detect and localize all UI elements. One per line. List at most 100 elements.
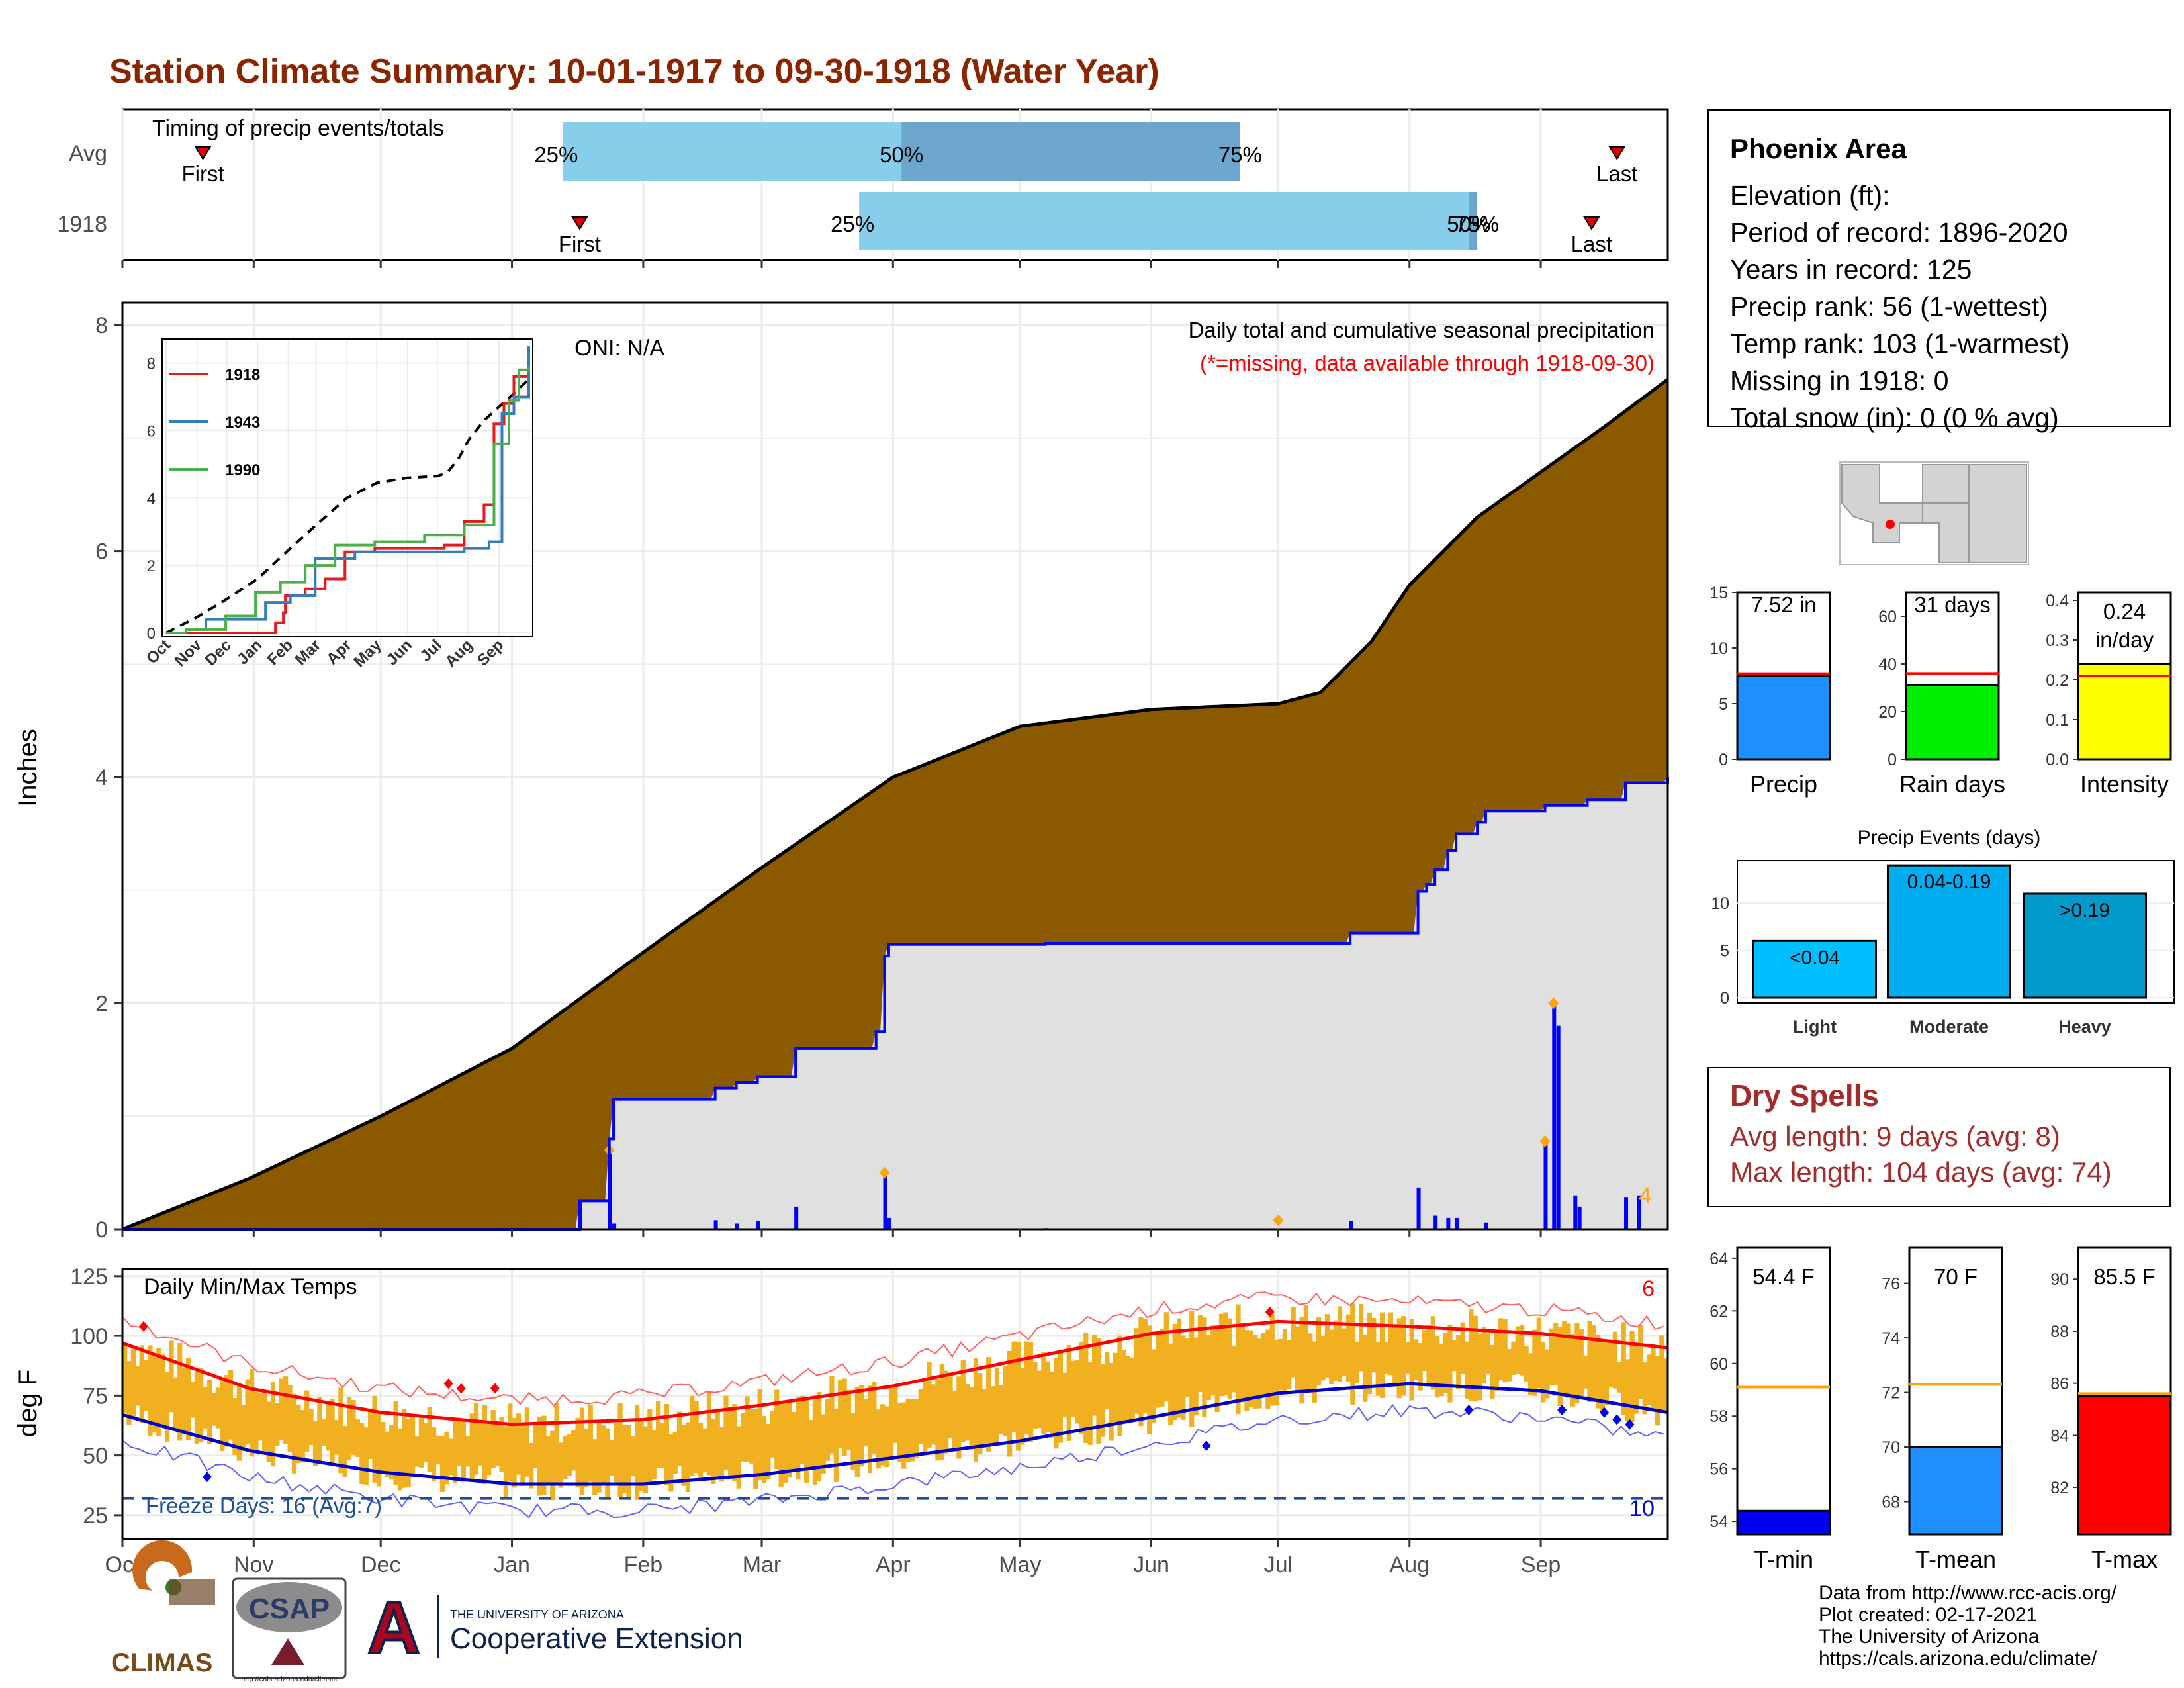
record-max-line — [122, 1291, 1664, 1407]
temp-daily-bar — [304, 1390, 310, 1452]
temp-daily-bar — [1058, 1351, 1063, 1443]
precip-ytick-label: 0 — [95, 1217, 108, 1243]
precip-daily-bar — [1484, 1222, 1488, 1229]
temp-daily-bar — [1096, 1338, 1101, 1444]
events-bar-range: <0.04 — [1790, 947, 1840, 968]
temp-daily-bar — [355, 1419, 361, 1457]
temp-daily-bar — [1015, 1342, 1021, 1451]
inset-legend-label: 1943 — [225, 414, 260, 432]
timing-p75-label: 75% — [1218, 142, 1262, 167]
precip-deficit-area — [122, 379, 1668, 1229]
temp-daily-bar — [1490, 1344, 1495, 1399]
temp-daily-bar — [1138, 1317, 1144, 1427]
temp-daily-bar — [694, 1401, 699, 1474]
record-low-marker — [1464, 1405, 1474, 1416]
events-bar-light — [1752, 939, 1877, 999]
temp-daily-bar — [579, 1407, 585, 1495]
temp-daily-bar — [1028, 1342, 1034, 1442]
temp-daily-bar — [241, 1405, 246, 1452]
climas-logo: CLIMAS — [111, 1540, 215, 1677]
credit-univ: The University of Arizona — [1819, 1626, 2040, 1648]
temp-daily-bar — [1481, 1327, 1486, 1383]
precip-corner-count: 4 — [1639, 1184, 1651, 1209]
temp-daily-bar — [698, 1422, 704, 1477]
summary-bar-value: 7.52 in — [1751, 592, 1816, 617]
page-title: Station Climate Summary: 10-01-1917 to 0… — [109, 52, 1160, 91]
temp-daily-bar — [529, 1442, 534, 1489]
temp-daily-bar — [372, 1396, 377, 1483]
temp-daily-bar — [503, 1426, 508, 1498]
max-count: 6 — [1642, 1276, 1655, 1301]
temp-summary-tick-label: 84 — [2050, 1427, 2069, 1445]
dry-spells-title: Dry Spells — [1730, 1078, 1879, 1113]
temp-daily-bar — [279, 1378, 284, 1440]
temp-daily-bar — [1032, 1362, 1038, 1429]
month-label-aug: Aug — [1390, 1552, 1430, 1577]
temp-daily-bar — [1155, 1333, 1161, 1408]
temp-summary-tick-label: 90 — [2050, 1270, 2069, 1289]
temp-daily-bar — [321, 1419, 326, 1446]
temp-daily-bar — [334, 1420, 340, 1455]
temp-daily-bar — [1520, 1325, 1525, 1376]
temp-ytick-label: 25 — [83, 1503, 108, 1528]
temp-daily-bar — [1426, 1325, 1432, 1384]
events-bar-moderate — [1887, 864, 2011, 999]
temp-summary-frame — [1736, 1246, 1831, 1536]
temp-daily-bar — [999, 1385, 1004, 1434]
temp-daily-bar — [270, 1382, 276, 1467]
temp-daily-bar — [796, 1397, 801, 1480]
obs-cumulative-line — [122, 777, 1669, 1231]
temp-daily-bar — [973, 1358, 979, 1462]
inset-ytick-label: 6 — [147, 422, 156, 440]
inset-ytick-label: 2 — [147, 557, 156, 575]
temp-daily-bar — [427, 1407, 432, 1472]
temp-daily-bar — [960, 1360, 966, 1443]
temp-daily-bar — [978, 1373, 983, 1454]
temp-daily-bar — [1392, 1327, 1398, 1384]
precip-daily-bar — [1573, 1195, 1578, 1229]
summary-bar-tick-label: 0.2 — [2046, 671, 2069, 690]
temp-daily-bar — [1066, 1345, 1071, 1441]
temp-daily-bar — [1604, 1341, 1610, 1405]
temp-daily-bar — [817, 1391, 822, 1481]
temp-daily-bar — [1324, 1314, 1330, 1378]
timing-label: Timing of precip events/totals — [152, 116, 444, 141]
temp-daily-bar — [1591, 1325, 1597, 1403]
temp-daily-bar — [1494, 1331, 1499, 1391]
timing-first-label: First — [181, 162, 224, 186]
record-high-marker — [443, 1378, 453, 1389]
temp-daily-bar — [1515, 1326, 1520, 1374]
temp-daily-bar — [969, 1387, 974, 1450]
summary-bar-tick-label: 60 — [1878, 608, 1897, 626]
record-min-line — [122, 1404, 1664, 1519]
temp-summary-tick-label: 86 — [2050, 1375, 2069, 1393]
temp-daily-bar — [122, 1343, 128, 1413]
temp-daily-bar — [639, 1418, 644, 1492]
temp-daily-bar — [884, 1406, 889, 1468]
temp-daily-bar — [1248, 1330, 1253, 1407]
events-ytick-label: 5 — [1720, 942, 1729, 961]
temp-daily-bar — [846, 1389, 852, 1450]
temp-daily-bar — [287, 1384, 293, 1452]
temp-summary-tick-label: 64 — [1709, 1250, 1728, 1268]
avg-cumulative-line — [122, 378, 1669, 1231]
temp-daily-bar — [850, 1413, 856, 1470]
temp-daily-bar — [232, 1398, 238, 1456]
temp-daily-bar — [126, 1361, 132, 1425]
temp-daily-bar — [381, 1421, 386, 1473]
temp-daily-bar — [1109, 1362, 1114, 1441]
precip-daily-bar — [1446, 1217, 1451, 1229]
temp-summary-tick-label: 72 — [1882, 1384, 1900, 1403]
temp-daily-bar — [621, 1424, 627, 1493]
missing-note: (*=missing, data available through 1918-… — [1200, 351, 1655, 375]
precip-events-chart: Precip Events (days) 0 5 10 <0.04 Light 0.04-… — [1711, 827, 2175, 1037]
temp-daily-bar — [1054, 1358, 1059, 1449]
temp-daily-bar — [512, 1417, 517, 1488]
temp-daily-bar — [723, 1395, 729, 1470]
summary-bar-tick-label: 15 — [1709, 584, 1728, 602]
record-high-marker — [138, 1321, 148, 1332]
temp-daily-bar — [1295, 1326, 1300, 1392]
temp-daily-bar — [859, 1385, 864, 1467]
temp-daily-bar — [423, 1423, 428, 1462]
